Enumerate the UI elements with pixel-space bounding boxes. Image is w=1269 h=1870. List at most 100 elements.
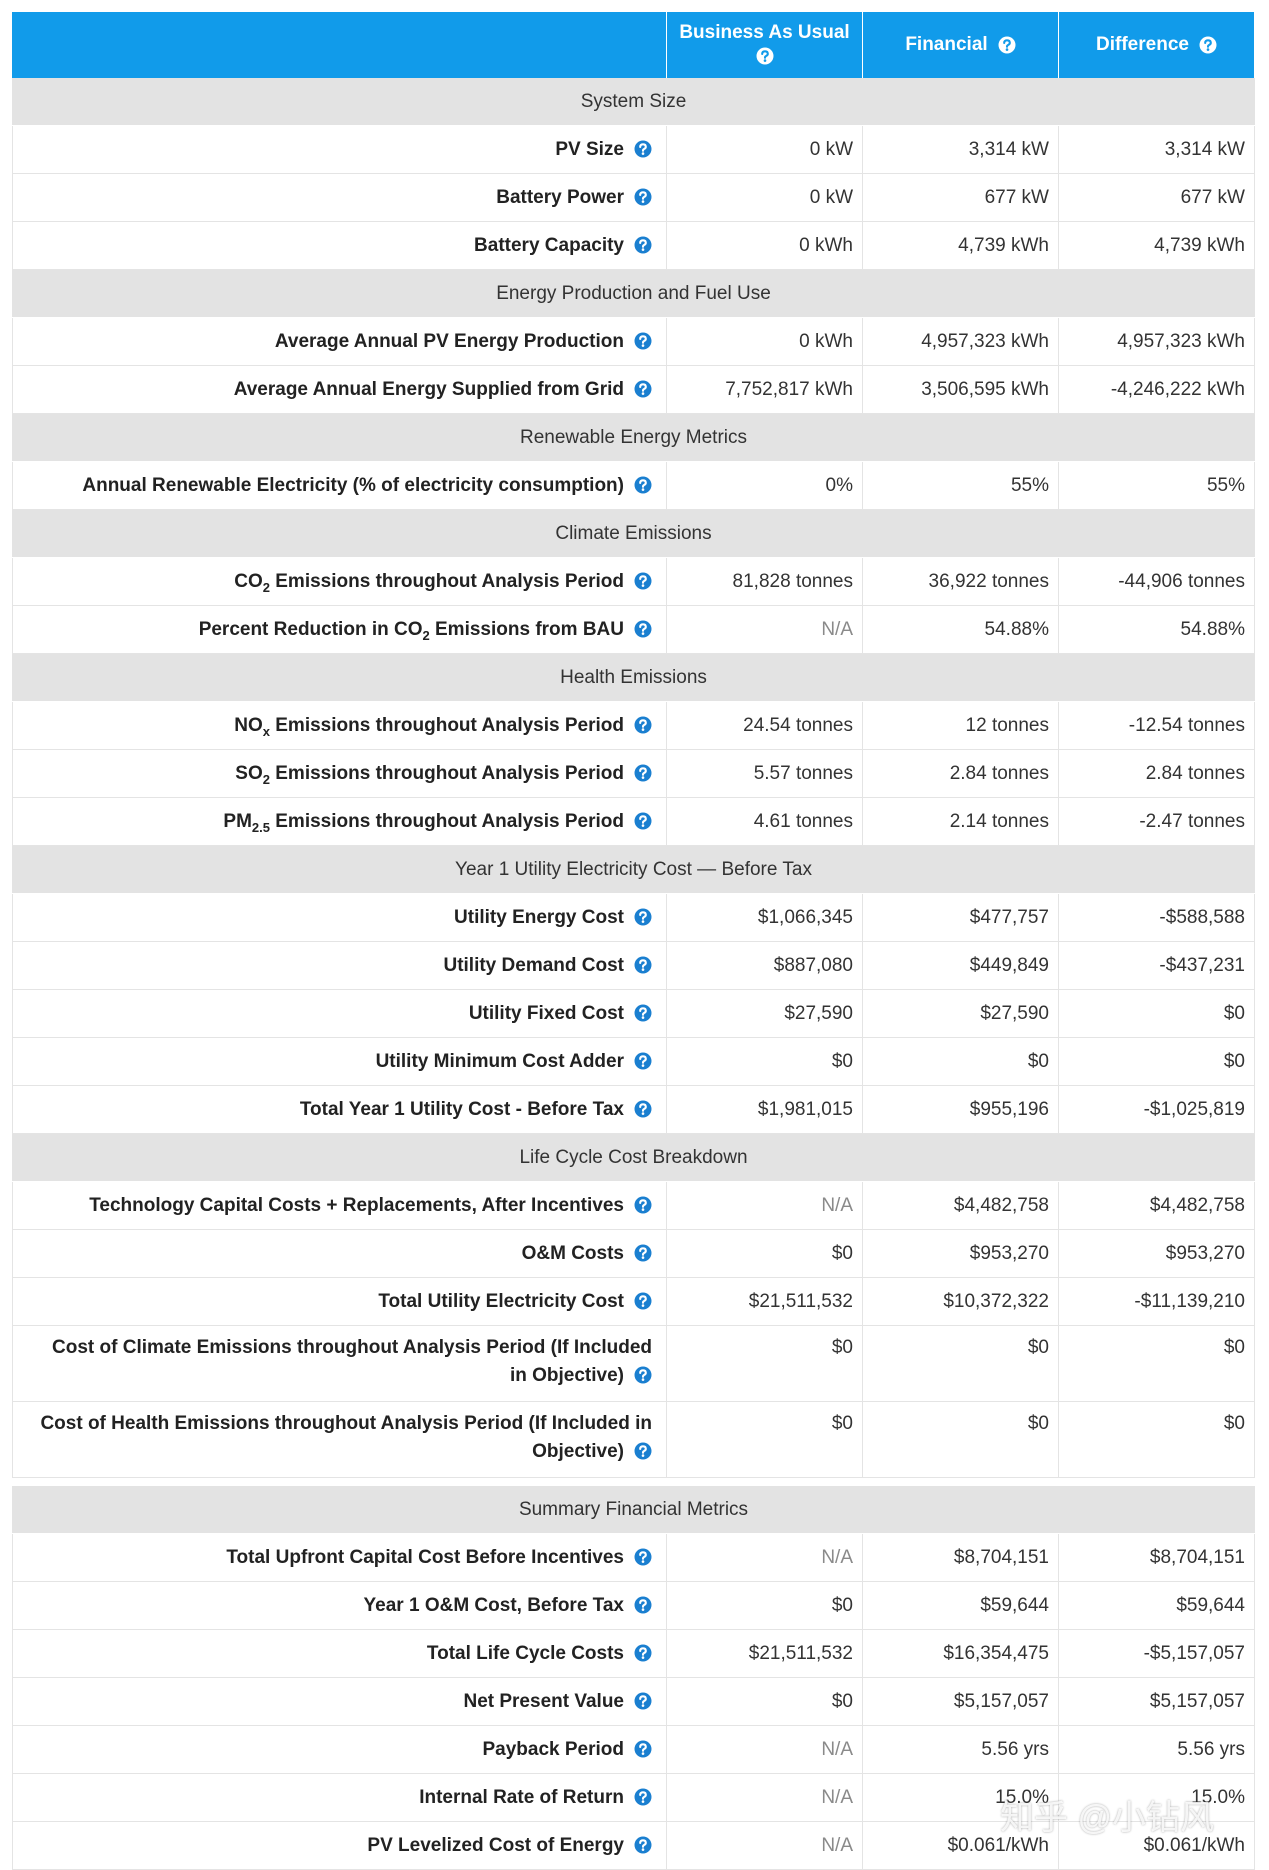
value-cell: 55% bbox=[863, 462, 1059, 509]
help-icon[interactable] bbox=[634, 140, 652, 158]
value-cell: $0.061/kWh bbox=[863, 1822, 1059, 1869]
help-icon[interactable] bbox=[998, 36, 1016, 54]
help-icon[interactable] bbox=[634, 332, 652, 350]
table-row: Average Annual Energy Supplied from Grid… bbox=[12, 366, 1255, 414]
value-cell: $477,757 bbox=[863, 894, 1059, 941]
column-title: Financial bbox=[905, 34, 988, 55]
help-icon[interactable] bbox=[634, 1644, 652, 1662]
spacer bbox=[12, 1478, 1255, 1486]
value-cell: 3,506,595 kWh bbox=[863, 366, 1059, 413]
value-cell: -$1,025,819 bbox=[1059, 1086, 1255, 1133]
help-icon[interactable] bbox=[634, 188, 652, 206]
row-label: Cost of Health Emissions throughout Anal… bbox=[12, 1402, 667, 1477]
row-label: Average Annual PV Energy Production bbox=[12, 318, 667, 365]
label-text: Total Upfront Capital Cost Before Incent… bbox=[226, 1547, 624, 1568]
row-label: Battery Capacity bbox=[12, 222, 667, 269]
help-icon[interactable] bbox=[634, 1052, 652, 1070]
table-row: Annual Renewable Electricity (% of elect… bbox=[12, 462, 1255, 510]
value-cell: $0 bbox=[1059, 990, 1255, 1037]
label-text: Internal Rate of Return bbox=[419, 1787, 624, 1808]
help-icon[interactable] bbox=[634, 1788, 652, 1806]
value-cell: 0% bbox=[667, 462, 863, 509]
help-icon[interactable] bbox=[634, 764, 652, 782]
value-cell: 4,739 kWh bbox=[863, 222, 1059, 269]
value-cell: $0 bbox=[863, 1326, 1059, 1401]
table-row: O&M Costs $0 $953,270 $953,270 bbox=[12, 1230, 1255, 1278]
label-text: Average Annual Energy Supplied from Grid bbox=[233, 379, 624, 400]
value-cell: 81,828 tonnes bbox=[667, 558, 863, 605]
help-icon[interactable] bbox=[634, 716, 652, 734]
value-cell: $4,482,758 bbox=[863, 1182, 1059, 1229]
value-cell: $0 bbox=[1059, 1038, 1255, 1085]
help-icon[interactable] bbox=[634, 812, 652, 830]
label-text: Emissions throughout Analysis Period bbox=[269, 715, 624, 736]
value-cell: 4,957,323 kWh bbox=[1059, 318, 1255, 365]
value-cell: N/A bbox=[667, 1822, 863, 1869]
value-cell: $0 bbox=[667, 1230, 863, 1277]
help-icon[interactable] bbox=[634, 1244, 652, 1262]
row-label: PV Levelized Cost of Energy bbox=[12, 1822, 667, 1869]
column-title: Difference bbox=[1096, 34, 1189, 55]
value-cell: $955,196 bbox=[863, 1086, 1059, 1133]
value-cell: 5.56 yrs bbox=[1059, 1726, 1255, 1773]
help-icon[interactable] bbox=[634, 236, 652, 254]
row-label: SO2 Emissions throughout Analysis Period bbox=[12, 750, 667, 797]
value-cell: $0 bbox=[667, 1402, 863, 1477]
label-text: Utility Fixed Cost bbox=[468, 1003, 624, 1024]
help-icon[interactable] bbox=[634, 908, 652, 926]
value-cell: 0 kW bbox=[667, 126, 863, 173]
value-cell: $1,981,015 bbox=[667, 1086, 863, 1133]
value-cell: 7,752,817 kWh bbox=[667, 366, 863, 413]
label-subscript: 2 bbox=[422, 627, 430, 643]
value-cell: $0 bbox=[863, 1402, 1059, 1477]
value-cell: $0 bbox=[1059, 1326, 1255, 1401]
help-icon[interactable] bbox=[634, 572, 652, 590]
help-icon[interactable] bbox=[634, 1366, 652, 1384]
value-cell: $5,157,057 bbox=[1059, 1678, 1255, 1725]
value-cell: $21,511,532 bbox=[667, 1278, 863, 1325]
section-row: Life Cycle Cost Breakdown bbox=[12, 1134, 1255, 1182]
help-icon[interactable] bbox=[634, 1004, 652, 1022]
help-icon[interactable] bbox=[634, 1100, 652, 1118]
table-row: Utility Minimum Cost Adder $0 $0 $0 bbox=[12, 1038, 1255, 1086]
table-row: PV Levelized Cost of Energy N/A $0.061/kWh… bbox=[12, 1822, 1255, 1870]
label-text: Average Annual PV Energy Production bbox=[274, 331, 624, 352]
section-title: Summary Financial Metrics bbox=[518, 1498, 749, 1520]
value-cell: 3,314 kW bbox=[1059, 126, 1255, 173]
value-cell: $59,644 bbox=[1059, 1582, 1255, 1629]
label-subscript: 2.5 bbox=[251, 819, 270, 835]
help-icon[interactable] bbox=[634, 1596, 652, 1614]
value-cell: $0 bbox=[667, 1038, 863, 1085]
row-label: Total Life Cycle Costs bbox=[12, 1630, 667, 1677]
help-icon[interactable] bbox=[634, 1292, 652, 1310]
help-icon[interactable] bbox=[1199, 36, 1217, 54]
help-icon[interactable] bbox=[634, 620, 652, 638]
help-icon[interactable] bbox=[634, 1442, 652, 1460]
table-row: Net Present Value $0 $5,157,057 $5,157,057 bbox=[12, 1678, 1255, 1726]
table-row: Year 1 O&M Cost, Before Tax $0 $59,644 $59,… bbox=[12, 1582, 1255, 1630]
help-icon[interactable] bbox=[634, 956, 652, 974]
table-row: Payback Period N/A 5.56 yrs 5.56 yrs bbox=[12, 1726, 1255, 1774]
label-text: Net Present Value bbox=[463, 1691, 624, 1712]
help-icon[interactable] bbox=[634, 380, 652, 398]
help-icon[interactable] bbox=[634, 1836, 652, 1854]
section-title: Climate Emissions bbox=[555, 522, 712, 544]
help-icon[interactable] bbox=[634, 1548, 652, 1566]
row-label: Total Upfront Capital Cost Before Incent… bbox=[12, 1534, 667, 1581]
help-icon[interactable] bbox=[634, 476, 652, 494]
label-text: PM bbox=[223, 811, 252, 832]
header-cell: Business As Usual bbox=[667, 12, 863, 78]
help-icon[interactable] bbox=[634, 1692, 652, 1710]
help-icon[interactable] bbox=[756, 47, 774, 65]
value-cell: 2.84 tonnes bbox=[1059, 750, 1255, 797]
table-row: Utility Demand Cost $887,080 $449,849 -$437… bbox=[12, 942, 1255, 990]
help-icon[interactable] bbox=[634, 1196, 652, 1214]
help-icon[interactable] bbox=[634, 1740, 652, 1758]
header-cell: Financial bbox=[863, 12, 1059, 78]
value-cell: $0 bbox=[667, 1326, 863, 1401]
value-cell: -44,906 tonnes bbox=[1059, 558, 1255, 605]
header-cell: Difference bbox=[1059, 12, 1255, 78]
value-cell: $16,354,475 bbox=[863, 1630, 1059, 1677]
label-subscript: x bbox=[262, 723, 270, 739]
